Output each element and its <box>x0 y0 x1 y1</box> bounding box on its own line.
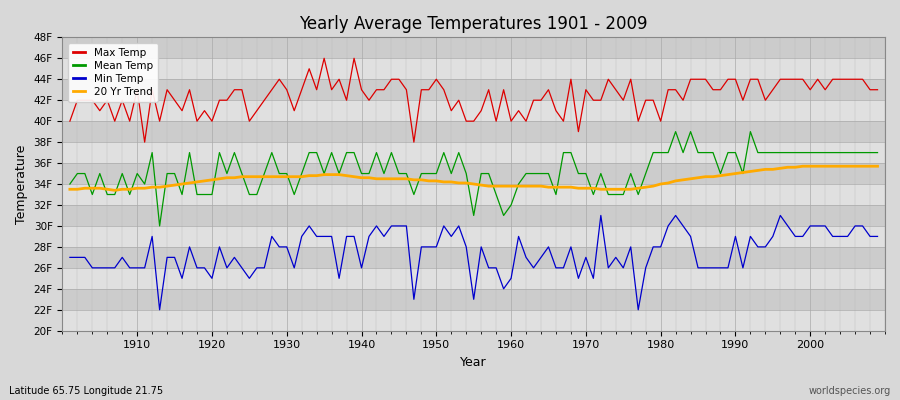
Text: worldspecies.org: worldspecies.org <box>809 386 891 396</box>
Legend: Max Temp, Mean Temp, Min Temp, 20 Yr Trend: Max Temp, Mean Temp, Min Temp, 20 Yr Tre… <box>68 42 158 102</box>
Bar <box>62 226 885 247</box>
Bar <box>62 142 885 163</box>
Bar <box>62 268 885 289</box>
Bar <box>62 205 885 226</box>
Bar <box>62 58 885 79</box>
Bar <box>62 79 885 100</box>
Bar <box>62 247 885 268</box>
Bar <box>62 184 885 205</box>
Bar <box>62 37 885 58</box>
X-axis label: Year: Year <box>461 356 487 369</box>
Bar <box>62 310 885 331</box>
Bar <box>62 121 885 142</box>
Bar <box>62 100 885 121</box>
Bar <box>62 289 885 310</box>
Y-axis label: Temperature: Temperature <box>15 144 28 224</box>
Bar <box>62 163 885 184</box>
Text: Latitude 65.75 Longitude 21.75: Latitude 65.75 Longitude 21.75 <box>9 386 163 396</box>
Title: Yearly Average Temperatures 1901 - 2009: Yearly Average Temperatures 1901 - 2009 <box>300 15 648 33</box>
